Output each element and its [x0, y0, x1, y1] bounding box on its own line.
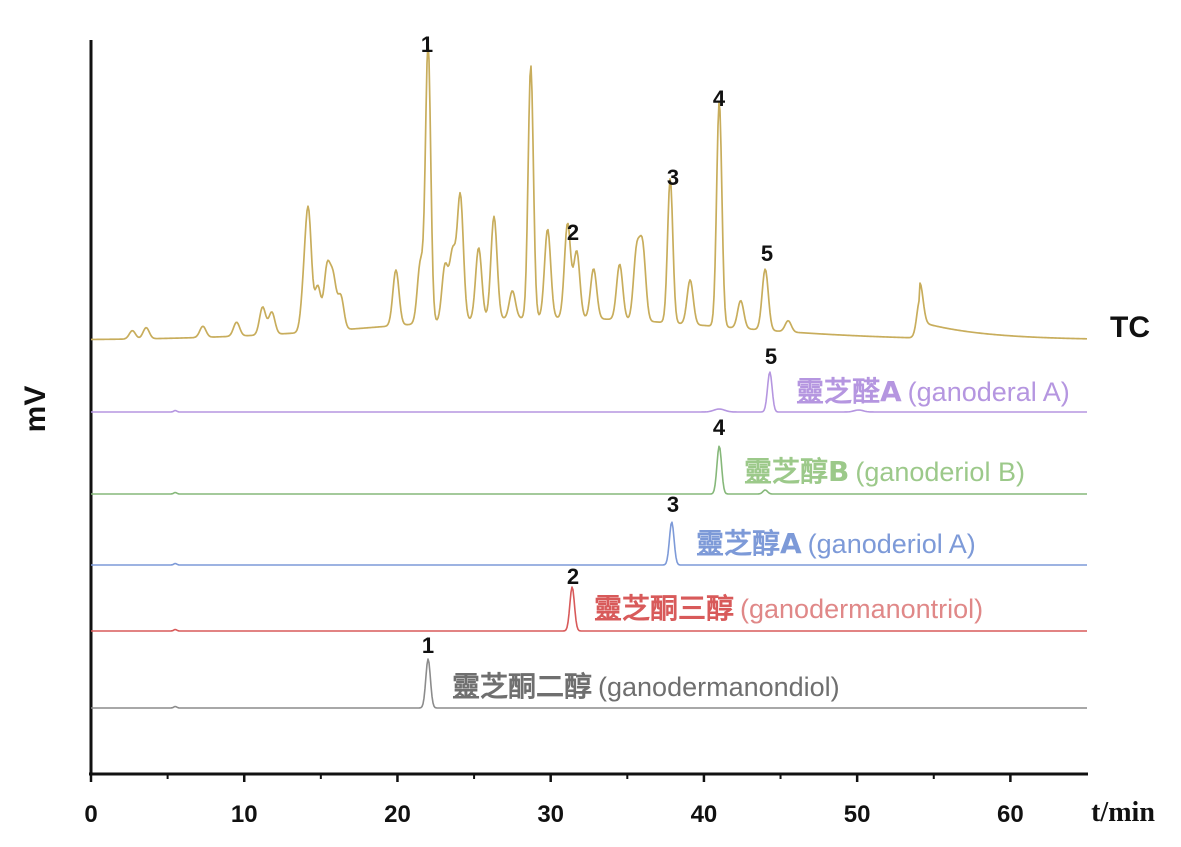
trace4-en-name: (ganoderiol B) [855, 457, 1025, 487]
x-tick-label: 50 [844, 801, 871, 828]
x-tick-label: 40 [691, 801, 718, 828]
trace3-cn-name: 靈芝醇A [696, 527, 802, 560]
tc-peak-label-3: 3 [667, 165, 679, 190]
ganoderiol-b-trace-line [91, 445, 1087, 495]
x-tick-label: 0 [84, 801, 97, 828]
x-tick-label: 20 [384, 801, 411, 828]
tc-trace-line [90, 41, 1088, 341]
trace3-peak-label: 3 [667, 492, 679, 517]
trace5-peak-label: 5 [765, 344, 777, 369]
x-tick-label: 30 [537, 801, 564, 828]
ganodermanontriol-trace-line [91, 586, 1087, 632]
x-tick-label: 60 [997, 801, 1024, 828]
trace5-cn-name: 靈芝醛A [796, 375, 902, 408]
trace4-cn-name: 靈芝醇B [744, 455, 849, 488]
ganodermanondiol-trace-line [91, 658, 1087, 709]
tc-peak-label-2: 2 [567, 220, 579, 245]
tc-peak-label-5: 5 [761, 241, 773, 266]
x-axis-ticks: 0 10 20 30 40 50 60 [84, 774, 1024, 828]
trace1-peak-label: 1 [422, 633, 434, 658]
trace2-label: 靈芝酮三醇 (ganodermanontriol) [594, 592, 983, 625]
traces-group [90, 41, 1088, 709]
ganoderiol-a-trace-line [91, 521, 1087, 566]
trace3-label: 靈芝醇A (ganoderiol A) [696, 527, 976, 560]
trace4-peak-label: 4 [713, 415, 726, 440]
ganoderal-a-trace-line [91, 371, 1087, 413]
trace1-cn-name: 靈芝酮二醇 [452, 670, 592, 703]
tc-peak-label-1: 1 [421, 32, 433, 57]
trace2-cn-name: 靈芝酮三醇 [594, 592, 734, 625]
trace2-en-name: (ganodermanontriol) [740, 594, 983, 624]
trace4-label: 靈芝醇B (ganoderiol B) [744, 455, 1025, 488]
tc-peak-label-4: 4 [713, 86, 726, 111]
trace1-en-name: (ganodermanondiol) [598, 672, 840, 702]
x-axis-label: t/min [1091, 797, 1155, 828]
trace5-en-name: (ganoderal A) [908, 377, 1070, 407]
trace1-label: 靈芝酮二醇 (ganodermanondiol) [452, 670, 840, 703]
trace3-en-name: (ganoderiol A) [808, 529, 976, 559]
tc-trace-label: TC [1110, 311, 1150, 344]
y-axis-label: mV [19, 386, 52, 433]
trace2-peak-label: 2 [567, 564, 579, 589]
x-tick-label: 10 [231, 801, 258, 828]
trace5-label: 靈芝醛A (ganoderal A) [796, 375, 1070, 408]
